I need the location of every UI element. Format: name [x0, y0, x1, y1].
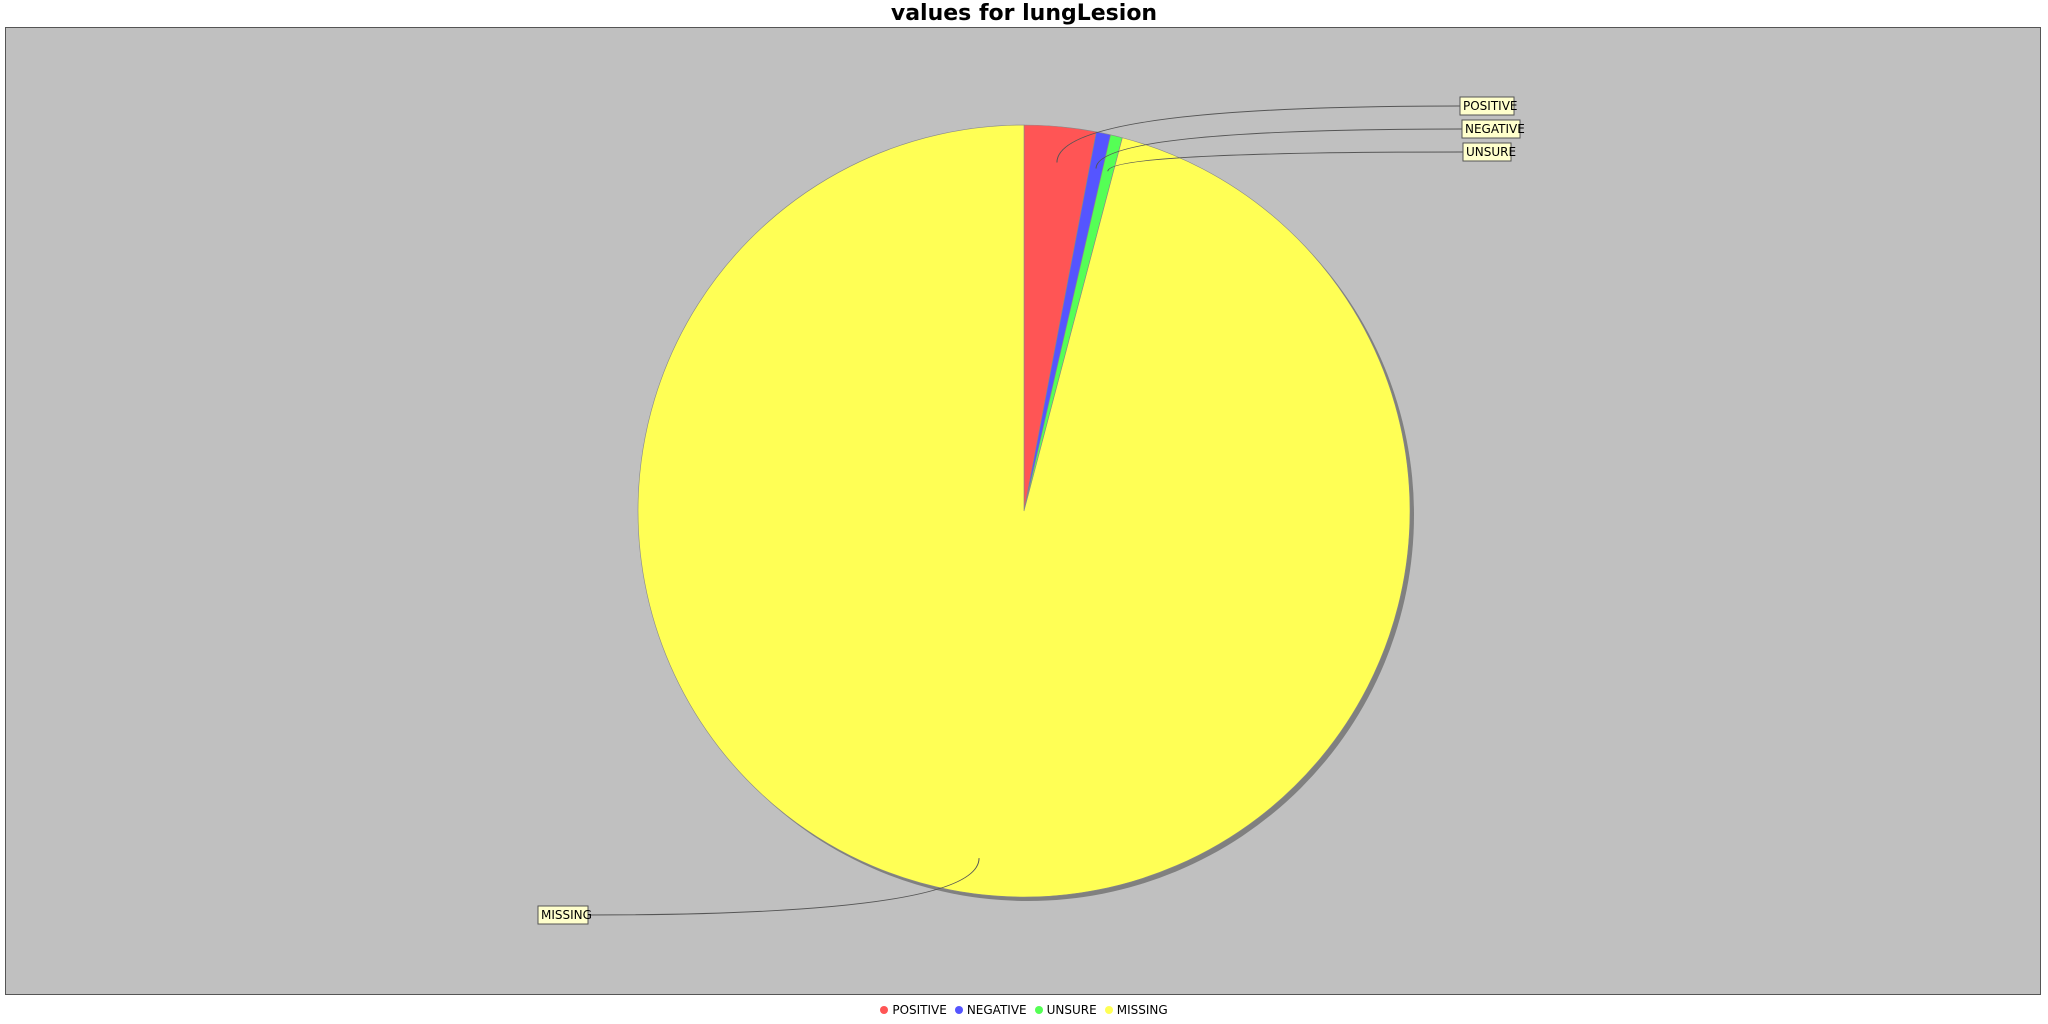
svg-text:NEGATIVE: NEGATIVE	[1465, 122, 1525, 136]
legend-swatch	[1034, 1006, 1043, 1014]
legend-item-missing: MISSING	[1104, 1003, 1168, 1017]
leader-line-missing	[587, 858, 980, 916]
slice-label-missing: MISSING	[537, 905, 592, 925]
legend-swatch	[880, 1006, 889, 1014]
svg-text:MISSING: MISSING	[541, 908, 592, 922]
slice-label-unsure: UNSURE	[1462, 142, 1516, 162]
chart-title: values for lungLesion	[890, 1, 1158, 26]
svg-text:POSITIVE: POSITIVE	[1463, 99, 1518, 113]
legend-item-unsure: UNSURE	[1034, 1003, 1097, 1017]
legend-label: MISSING	[1116, 1003, 1168, 1017]
legend-item-positive: POSITIVE	[880, 1003, 947, 1017]
legend-swatch	[954, 1006, 963, 1014]
legend-item-negative: NEGATIVE	[954, 1003, 1027, 1017]
leader-line-unsure	[1107, 151, 1464, 172]
slice-label-negative: NEGATIVE	[1461, 119, 1525, 139]
leader-line-negative	[1095, 128, 1463, 169]
svg-text:UNSURE: UNSURE	[1466, 145, 1516, 159]
pie-slice-missing	[637, 124, 1411, 898]
leader-line-positive	[1056, 105, 1461, 163]
slice-label-positive: POSITIVE	[1459, 96, 1518, 116]
legend-label: UNSURE	[1046, 1003, 1097, 1017]
legend-swatch	[1104, 1006, 1113, 1014]
legend-label: POSITIVE	[892, 1003, 947, 1017]
legend-label: NEGATIVE	[966, 1003, 1027, 1017]
legend: POSITIVE NEGATIVE UNSURE MISSING	[0, 1003, 2048, 1017]
